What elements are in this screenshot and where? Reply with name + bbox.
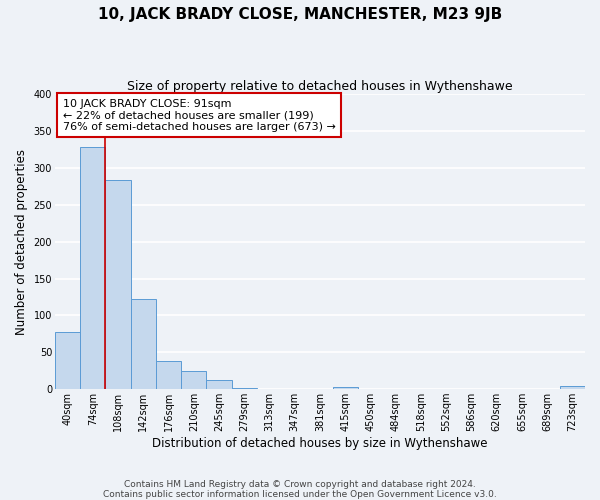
Bar [206, 380, 232, 389]
Y-axis label: Number of detached properties: Number of detached properties [15, 148, 28, 334]
Bar [332, 387, 358, 389]
Bar [55, 332, 80, 389]
Text: 10 JACK BRADY CLOSE: 91sqm
← 22% of detached houses are smaller (199)
76% of sem: 10 JACK BRADY CLOSE: 91sqm ← 22% of deta… [63, 98, 336, 132]
Text: 10, JACK BRADY CLOSE, MANCHESTER, M23 9JB: 10, JACK BRADY CLOSE, MANCHESTER, M23 9J… [98, 8, 502, 22]
Bar [156, 361, 181, 389]
Text: Contains HM Land Registry data © Crown copyright and database right 2024.
Contai: Contains HM Land Registry data © Crown c… [103, 480, 497, 499]
Bar [131, 299, 156, 389]
Title: Size of property relative to detached houses in Wythenshawe: Size of property relative to detached ho… [127, 80, 513, 93]
Bar [106, 180, 131, 389]
Bar [181, 372, 206, 389]
X-axis label: Distribution of detached houses by size in Wythenshawe: Distribution of detached houses by size … [152, 437, 488, 450]
Bar [232, 388, 257, 389]
Bar [560, 386, 585, 389]
Bar [80, 148, 106, 389]
